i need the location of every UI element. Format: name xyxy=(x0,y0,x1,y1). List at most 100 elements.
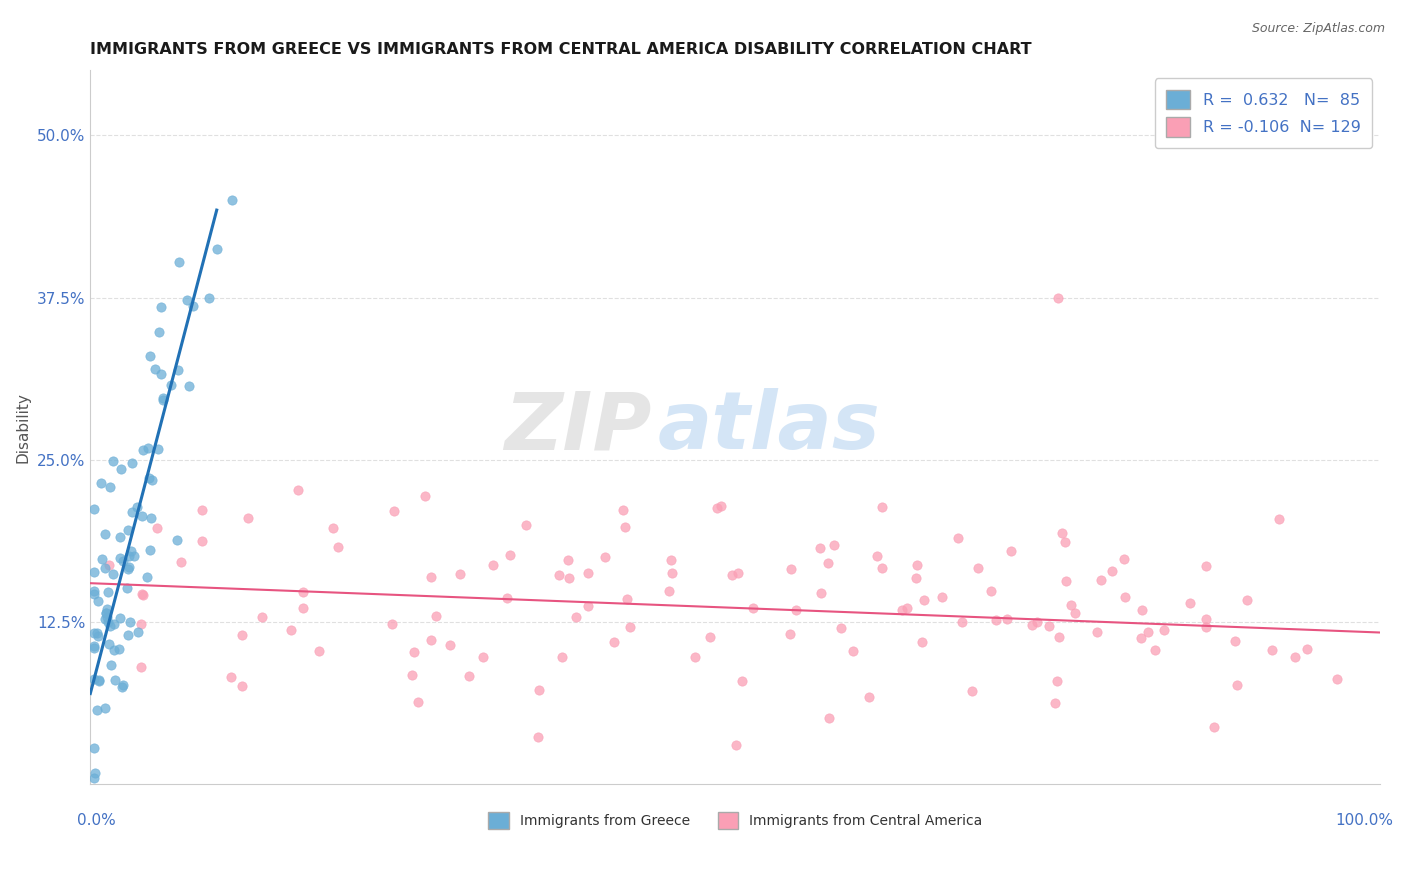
Point xyxy=(1223,634,1246,648)
Point xyxy=(94,701,117,715)
Point xyxy=(905,558,928,573)
Point xyxy=(143,362,166,376)
Point xyxy=(103,643,125,657)
Point xyxy=(131,616,153,631)
Point xyxy=(89,673,111,687)
Point xyxy=(183,299,205,313)
Point xyxy=(419,633,441,648)
Point xyxy=(111,678,134,692)
Point xyxy=(291,585,314,599)
Point xyxy=(1226,678,1249,692)
Point xyxy=(658,583,681,598)
Point xyxy=(308,644,330,658)
Point xyxy=(515,518,537,533)
Point xyxy=(136,569,159,583)
Point xyxy=(779,562,801,576)
Point xyxy=(904,571,927,585)
Point xyxy=(152,391,174,405)
Point xyxy=(808,541,831,555)
Point xyxy=(1130,602,1153,616)
Point xyxy=(191,533,214,548)
Point xyxy=(482,558,505,573)
Point xyxy=(84,766,107,780)
Text: 0.0%: 0.0% xyxy=(77,813,117,828)
Point xyxy=(138,471,160,485)
Point xyxy=(1296,642,1319,657)
Point xyxy=(1195,612,1218,626)
Point xyxy=(449,566,471,581)
Point xyxy=(1045,696,1067,710)
Point xyxy=(125,500,148,514)
Point xyxy=(141,511,163,525)
Point xyxy=(1046,291,1069,305)
Point xyxy=(120,544,142,558)
Point xyxy=(858,690,880,705)
Point xyxy=(145,521,167,535)
Point xyxy=(97,584,120,599)
Point xyxy=(87,594,110,608)
Point xyxy=(406,694,429,708)
Point xyxy=(1261,642,1284,657)
Point xyxy=(118,615,141,630)
Point xyxy=(231,628,253,642)
Point xyxy=(94,612,117,626)
Point xyxy=(619,619,641,633)
Point xyxy=(96,601,118,615)
Point xyxy=(1054,574,1077,588)
Point xyxy=(121,457,143,471)
Point xyxy=(98,619,121,633)
Point xyxy=(980,583,1002,598)
Point xyxy=(1064,606,1087,620)
Point xyxy=(100,657,122,672)
Point xyxy=(439,639,461,653)
Point xyxy=(86,703,108,717)
Text: Source: ZipAtlas.com: Source: ZipAtlas.com xyxy=(1251,22,1385,36)
Point xyxy=(659,553,682,567)
Point xyxy=(131,586,153,600)
Point xyxy=(495,591,517,605)
Point xyxy=(231,679,253,693)
Point xyxy=(83,566,105,580)
Point xyxy=(326,541,349,555)
Point xyxy=(1114,590,1136,604)
Point xyxy=(166,362,188,376)
Point xyxy=(219,670,242,684)
Point xyxy=(960,684,983,698)
Point xyxy=(121,505,143,519)
Point xyxy=(103,616,125,631)
Point xyxy=(149,367,172,381)
Point xyxy=(97,615,120,629)
Point xyxy=(104,673,127,687)
Point xyxy=(401,668,423,682)
Point xyxy=(823,538,845,552)
Point xyxy=(250,609,273,624)
Point xyxy=(1153,623,1175,637)
Point xyxy=(1268,512,1291,526)
Point xyxy=(138,349,160,363)
Point xyxy=(139,543,162,558)
Point xyxy=(458,669,481,683)
Point xyxy=(402,645,425,659)
Point xyxy=(1326,673,1348,687)
Point xyxy=(169,555,191,569)
Point xyxy=(83,501,105,516)
Point xyxy=(132,588,155,602)
Point xyxy=(132,443,155,458)
Point xyxy=(931,591,953,605)
Text: atlas: atlas xyxy=(658,388,880,467)
Point xyxy=(83,641,105,656)
Point xyxy=(97,558,120,572)
Point xyxy=(995,612,1018,626)
Point xyxy=(1195,559,1218,574)
Point xyxy=(291,601,314,615)
Point xyxy=(129,660,152,674)
Point xyxy=(83,771,105,785)
Point xyxy=(731,673,754,688)
Point xyxy=(872,500,894,514)
Point xyxy=(710,500,733,514)
Point xyxy=(614,519,637,533)
Point xyxy=(118,560,141,574)
Point xyxy=(1236,593,1258,607)
Point xyxy=(83,626,105,640)
Point xyxy=(685,649,707,664)
